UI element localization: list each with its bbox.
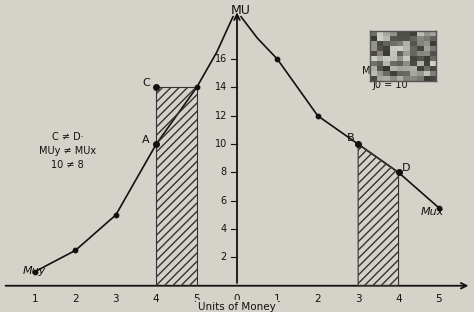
Text: 8: 8 — [221, 168, 227, 178]
Text: A: A — [142, 135, 150, 145]
Text: D: D — [402, 163, 410, 173]
Text: 14: 14 — [215, 82, 227, 92]
Text: A = B
MUy = MUx
J0 = 10: A = B MUy = MUx J0 = 10 — [362, 51, 419, 90]
Point — [435, 205, 443, 210]
Text: 10: 10 — [215, 139, 227, 149]
Text: 2: 2 — [221, 252, 227, 262]
Text: 6: 6 — [221, 196, 227, 206]
Text: 1: 1 — [274, 294, 281, 304]
Text: 2: 2 — [314, 294, 321, 304]
Text: Units of Money: Units of Money — [198, 302, 276, 312]
Point — [314, 113, 321, 118]
Text: 3: 3 — [112, 294, 119, 304]
Text: 0: 0 — [234, 294, 240, 304]
Text: 2: 2 — [72, 294, 79, 304]
Point — [112, 212, 119, 217]
Text: 5: 5 — [193, 294, 200, 304]
Text: 3: 3 — [355, 294, 362, 304]
Text: C: C — [142, 78, 150, 88]
Point — [31, 269, 39, 274]
Point — [395, 170, 402, 175]
Text: Muy: Muy — [23, 266, 46, 276]
Point — [193, 85, 201, 90]
Text: 4: 4 — [221, 224, 227, 234]
Point — [355, 142, 362, 147]
Text: MU: MU — [231, 4, 251, 17]
Point — [153, 142, 160, 147]
Text: C ≠ D·
MUy ≠ MUx
10 ≠ 8: C ≠ D· MUy ≠ MUx 10 ≠ 8 — [39, 132, 96, 170]
Text: 4: 4 — [395, 294, 402, 304]
Text: 16: 16 — [215, 54, 227, 64]
Point — [72, 248, 79, 253]
Text: 4: 4 — [153, 294, 160, 304]
Text: 5: 5 — [436, 294, 442, 304]
Point — [273, 57, 281, 62]
Text: B: B — [347, 133, 355, 143]
Text: 1: 1 — [32, 294, 38, 304]
Text: 12: 12 — [215, 111, 227, 121]
Text: Mux: Mux — [421, 207, 444, 217]
